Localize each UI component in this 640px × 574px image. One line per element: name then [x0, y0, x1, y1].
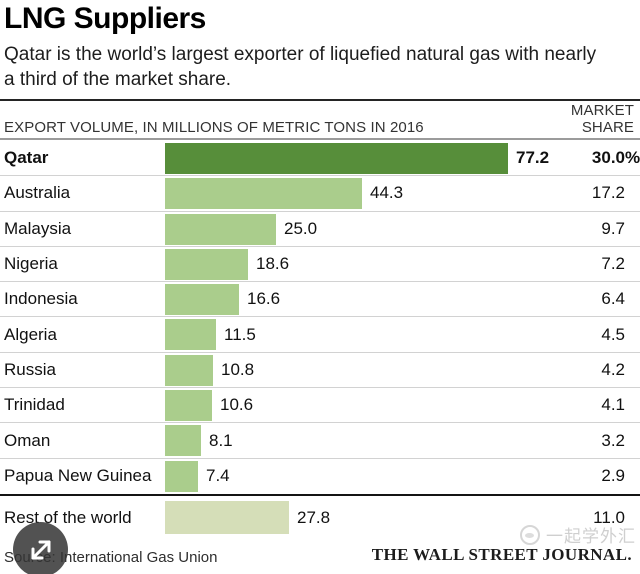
share-value: 9.7 [601, 219, 625, 239]
volume-value: 25.0 [284, 218, 318, 238]
volume-bar [165, 284, 239, 316]
volume-bar [165, 143, 508, 174]
export-volume-header: EXPORT VOLUME, IN MILLIONS OF METRIC TON… [4, 119, 424, 136]
share-number: 3.2 [601, 430, 625, 450]
share-value: 3.2 [601, 431, 625, 451]
volume-value: 10.8 [221, 359, 255, 379]
volume-value: 8.1 [209, 430, 233, 450]
volume-bar [165, 248, 248, 280]
share-percent-sign: % [625, 148, 640, 168]
share-value: 4.2 [601, 360, 625, 380]
share-number: 7.2 [601, 254, 625, 274]
expand-button[interactable] [13, 522, 68, 574]
volume-bar [165, 178, 362, 210]
volume-bar [165, 354, 213, 386]
share-value: 30.0% [591, 148, 640, 168]
country-label: Rest of the world [4, 507, 132, 527]
top-rule [0, 99, 640, 101]
share-number: 6.4 [601, 289, 625, 309]
country-label: Australia [4, 183, 71, 203]
country-label: Trinidad [4, 395, 65, 415]
share-number: 2.9 [601, 466, 625, 486]
share-number: 30.0 [591, 148, 625, 168]
share-number: 4.5 [601, 324, 625, 344]
table-row: Rest of the world 27.8 11.0 [0, 498, 640, 537]
table-row: Qatar 77.2 30.0% [0, 141, 640, 177]
chart-subtitle: Qatar is the world’s largest exporter of… [4, 44, 597, 90]
table-row: Malaysia 25.0 9.7 [0, 212, 640, 247]
share-number: 4.2 [601, 359, 625, 379]
country-label: Malaysia [4, 218, 72, 238]
country-label: Oman [4, 430, 51, 450]
country-label: Papua New Guinea [4, 466, 152, 486]
market-share-header-line2: SHARE [581, 119, 634, 136]
volume-bar [165, 501, 289, 534]
header-rule [0, 138, 640, 140]
country-label: Russia [4, 359, 56, 379]
volume-bar [165, 319, 216, 351]
table-row: Nigeria 18.6 7.2 [0, 247, 640, 283]
share-number: 17.2 [591, 183, 625, 203]
volume-value: 44.3 [370, 183, 404, 203]
share-value: 7.2 [601, 254, 625, 274]
volume-bar [165, 390, 212, 422]
table-row: Trinidad 10.6 4.1 [0, 388, 640, 424]
table-row: Russia 10.8 4.2 [0, 353, 640, 389]
chart-title: LNG Suppliers [4, 2, 206, 35]
share-value: 4.1 [601, 395, 625, 415]
table-row: Oman 8.1 3.2 [0, 423, 640, 459]
table-row: Algeria 11.5 4.5 [0, 317, 640, 353]
table-row: Australia 44.3 17.2 [0, 176, 640, 212]
volume-value: 10.6 [220, 395, 254, 415]
share-number: 9.7 [601, 218, 625, 238]
table-row: Papua New Guinea 7.4 2.9 [0, 459, 640, 494]
bar-rows: Qatar 77.2 30.0% Australia 44.3 17.2 Mal… [0, 141, 640, 494]
volume-bar [165, 213, 276, 245]
volume-value: 18.6 [256, 254, 290, 274]
market-share-header-line1: MARKET [570, 102, 634, 119]
volume-value: 11.5 [224, 324, 256, 344]
share-value: 11.0 [593, 508, 625, 528]
share-value: 4.5 [601, 325, 625, 345]
volume-bar [165, 460, 198, 492]
country-label: Qatar [4, 148, 49, 168]
share-value: 17.2 [592, 183, 625, 203]
country-label: Indonesia [4, 289, 78, 309]
volume-bar [165, 425, 201, 457]
volume-value: 7.4 [206, 466, 230, 486]
share-number: 4.1 [601, 395, 625, 415]
expand-arrows-icon [31, 540, 50, 559]
share-value: 6.4 [601, 289, 625, 309]
rest-of-world-divider [0, 494, 640, 496]
share-number: 11.0 [593, 507, 625, 527]
table-row: Indonesia 16.6 6.4 [0, 282, 640, 318]
country-label: Algeria [4, 324, 57, 344]
share-value: 2.9 [601, 466, 625, 486]
market-share-header: MARKET SHARE [571, 102, 634, 136]
volume-value: 16.6 [247, 289, 281, 309]
volume-value: 27.8 [297, 507, 331, 527]
country-label: Nigeria [4, 254, 58, 274]
volume-value: 77.2 [516, 148, 550, 168]
wsj-logotype: THE WALL STREET JOURNAL. [371, 545, 632, 564]
rest-of-world-row-container: Rest of the world 27.8 11.0 [0, 498, 640, 537]
